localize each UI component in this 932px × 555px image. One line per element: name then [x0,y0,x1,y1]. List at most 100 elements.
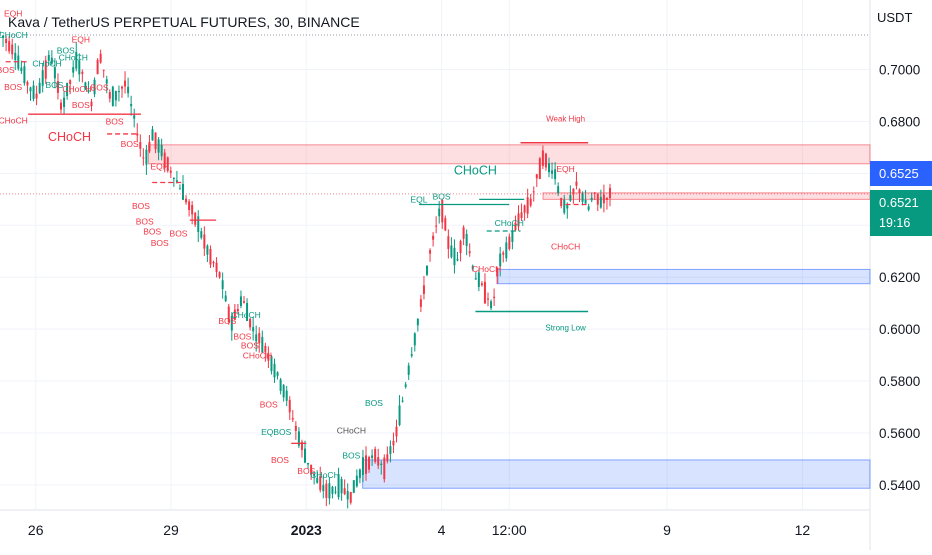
candle-body [560,198,563,207]
structure-label: CHoCH [0,116,28,126]
structure-label: CHoCH [495,218,524,228]
structure-label: CHoCH [472,264,501,274]
candle-body [0,32,1,34]
candle-body [416,318,419,326]
candle-body [23,66,26,84]
candle-body [26,82,29,86]
candle-body [273,363,276,378]
candle-body [121,86,123,89]
candle-body [557,186,560,194]
candle-body [288,399,291,413]
structure-label: BOS [0,65,15,75]
candle-body [380,463,383,466]
structure-label: BOS [233,332,251,342]
candle-body [435,225,438,227]
candle-body [114,90,117,101]
structure-label: Weak High [546,115,585,124]
candle-body [209,248,212,265]
y-tick-label: 0.5400 [879,478,920,493]
candle-body [197,216,200,232]
candle-body [526,197,529,214]
candle-body [566,205,569,209]
candle-body [276,372,279,376]
candle-body [483,281,486,304]
candle-body [334,491,337,493]
candle-body [117,91,120,93]
candle-body [300,441,303,451]
candle-body [294,425,297,431]
candle-body [541,150,544,166]
candle-body [490,301,493,309]
candle-body [429,250,432,254]
candle-body [230,315,233,331]
structure-label: CHoCH [62,84,91,94]
y-tick-label: 0.6000 [879,322,920,337]
candle-body [56,81,59,93]
candle-body [477,272,480,287]
candle-body [365,455,367,474]
candle-body [178,188,181,190]
candle-body [413,333,416,346]
candle-body [493,296,496,299]
y-tick-label: 0.6200 [879,270,920,285]
candle-body [346,491,349,500]
candle-body [517,213,520,227]
candle-body [154,132,157,150]
candle-body [35,93,38,99]
candle-body [127,86,130,94]
structure-label: BOS [136,216,154,226]
candle-body [496,267,499,277]
candle-body [11,44,14,55]
candle-body [480,283,483,286]
structure-label: CHoCH [310,470,339,480]
candle-body [47,55,50,61]
candle-body [130,103,133,107]
candle-body [322,485,325,492]
candle-body [20,67,23,72]
candle-body [316,478,319,483]
candle-body [450,245,453,258]
candle-body [602,194,605,204]
candle-body [337,474,340,498]
candle-body [249,318,252,328]
candle-body [401,400,404,402]
structure-label: BOS [4,82,22,92]
candle-body [38,82,41,94]
demand-zone [362,459,871,489]
structure-label: CHoCH [243,350,272,360]
candle-body [499,253,502,267]
candle-body [2,35,5,38]
candle-body [99,53,102,63]
bar-countdown: 19:16 [879,216,911,230]
candle-body [307,462,310,465]
candle-body [502,252,505,255]
candle-body [297,431,300,446]
candle-body [328,483,331,499]
candle-body [206,245,209,255]
candle-body [145,149,148,165]
structure-label: BOS [218,316,236,326]
candle-body [14,52,17,60]
candle-body [389,446,392,454]
candle-body [29,87,32,92]
candle-body [407,365,410,375]
candle-body [215,262,218,272]
candle-body [246,302,249,321]
candle-body [282,385,285,398]
x-tick-label: 29 [163,522,179,538]
candle-body [453,247,456,266]
candle-body [532,191,535,193]
candle-body [66,82,69,97]
structure-label: BOS [46,80,64,90]
structure-label: BOS [91,82,109,92]
candle-body [605,198,608,200]
candle-body [50,57,53,64]
candle-body [456,259,459,261]
structure-label: BOS [342,451,360,461]
structure-label: BOS [170,229,188,239]
candle-body [368,457,371,470]
candle-body [471,265,474,270]
candle-body [361,457,364,475]
